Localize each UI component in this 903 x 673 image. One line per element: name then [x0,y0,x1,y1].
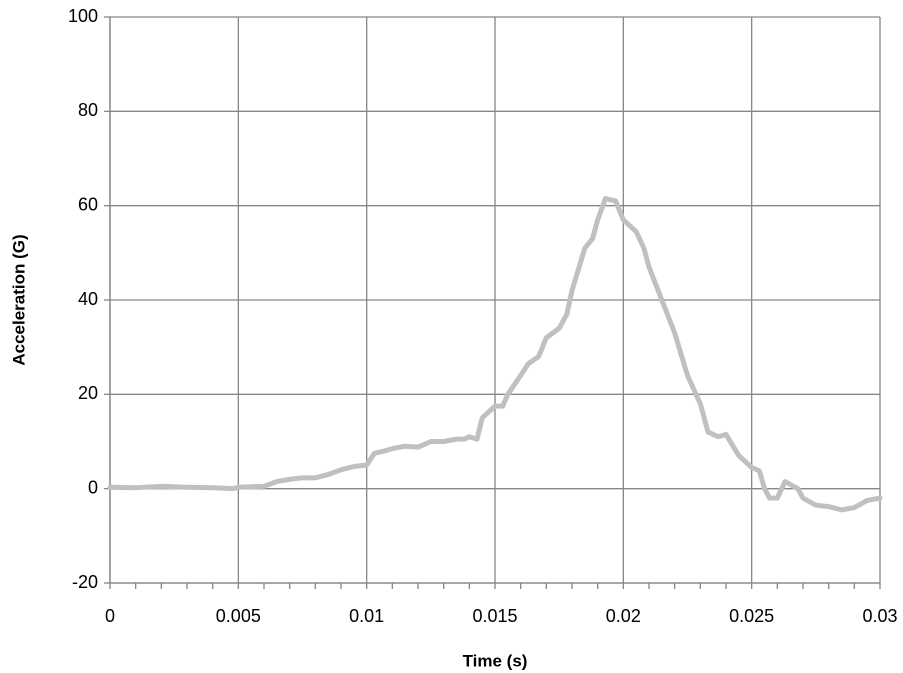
y-tick-label: 80 [78,100,98,120]
x-tick-label: 0.02 [606,606,641,626]
x-tick-label: 0.015 [472,606,517,626]
x-tick-label: 0 [105,606,115,626]
y-tick-label: 60 [78,194,98,214]
y-tick-label: 40 [78,289,98,309]
y-tick-label: -20 [72,572,98,592]
x-tick-label: 0.025 [729,606,774,626]
y-axis-title: Acceleration (G) [9,234,28,365]
y-tick-label: 20 [78,383,98,403]
x-tick-label: 0.01 [349,606,384,626]
y-tick-label: 0 [88,477,98,497]
x-axis-title: Time (s) [463,651,528,670]
x-tick-label: 0.005 [216,606,261,626]
data-line [107,196,883,513]
y-tick-label: 100 [68,6,98,26]
x-tick-label: 0.03 [862,606,897,626]
